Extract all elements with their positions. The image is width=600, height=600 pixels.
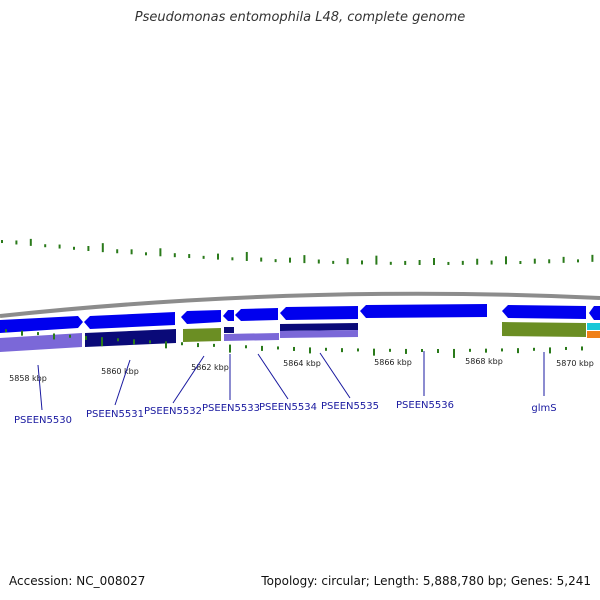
gene-label[interactable]: PSEEN5530 [14, 415, 72, 426]
feature-arrow-reverse[interactable] [181, 310, 221, 324]
feature-block[interactable] [587, 331, 600, 338]
genome-backbone [0, 291, 600, 318]
leader-line [319, 352, 351, 399]
leader-line [257, 353, 289, 400]
feature-block[interactable] [85, 329, 176, 347]
gene-label[interactable]: PSEEN5535 [321, 401, 379, 412]
feature-arrow-reverse[interactable] [360, 304, 487, 318]
gene-label[interactable]: PSEEN5536 [396, 400, 454, 411]
feature-arrow-reverse[interactable] [235, 308, 278, 321]
accession-text: Accession: NC_008027 [9, 574, 146, 588]
forward-strand-track [0, 304, 600, 333]
feature-block[interactable] [280, 323, 358, 331]
feature-block[interactable] [224, 327, 234, 333]
leader-line [114, 359, 131, 406]
feature-block[interactable] [0, 333, 82, 352]
topology-text: Topology: circular; Length: 5,888,780 bp… [261, 574, 591, 588]
scale-label: 5864 kbp [283, 359, 321, 368]
feature-block[interactable] [587, 323, 600, 330]
scale-label: 5870 kbp [556, 359, 594, 368]
leader-line [37, 364, 43, 411]
scale-label: 5862 kbp [191, 363, 229, 372]
gene-labels: PSEEN5530 PSEEN5531 PSEEN5532 PSEEN5533 … [14, 400, 557, 426]
scale-label: 5866 kbp [374, 358, 412, 367]
gene-label-leaders [37, 351, 545, 411]
scale-label: 5860 kbp [101, 367, 139, 376]
feature-block[interactable] [502, 322, 586, 337]
feature-arrow-reverse[interactable] [280, 306, 358, 320]
gene-label[interactable]: PSEEN5534 [259, 402, 317, 413]
gc-content-track [1, 238, 594, 265]
gene-label[interactable]: PSEEN5531 [86, 409, 144, 420]
reverse-strand-track [0, 322, 600, 352]
feature-arrow-reverse[interactable] [502, 305, 586, 319]
gene-label[interactable]: PSEEN5533 [202, 403, 260, 414]
gene-label[interactable]: PSEEN5532 [144, 406, 202, 417]
map-title: Pseudomonas entomophila L48, complete ge… [134, 10, 466, 25]
leader-line [172, 355, 205, 404]
feature-block[interactable] [183, 328, 221, 342]
feature-arrow-reverse[interactable] [84, 312, 175, 329]
scale-label: 5858 kbp [9, 374, 47, 383]
gc-skew-track [5, 329, 583, 358]
scale-labels: 5858 kbp 5860 kbp 5862 kbp 5864 kbp 5866… [9, 357, 594, 383]
feature-arrow-reverse[interactable] [223, 310, 234, 321]
gene-label[interactable]: glmS [531, 403, 556, 414]
feature-arrow-forward[interactable] [0, 316, 83, 333]
feature-block[interactable] [280, 330, 358, 338]
scale-label: 5868 kbp [465, 357, 503, 366]
feature-block[interactable] [224, 333, 279, 341]
feature-arrow-reverse[interactable] [589, 306, 600, 320]
